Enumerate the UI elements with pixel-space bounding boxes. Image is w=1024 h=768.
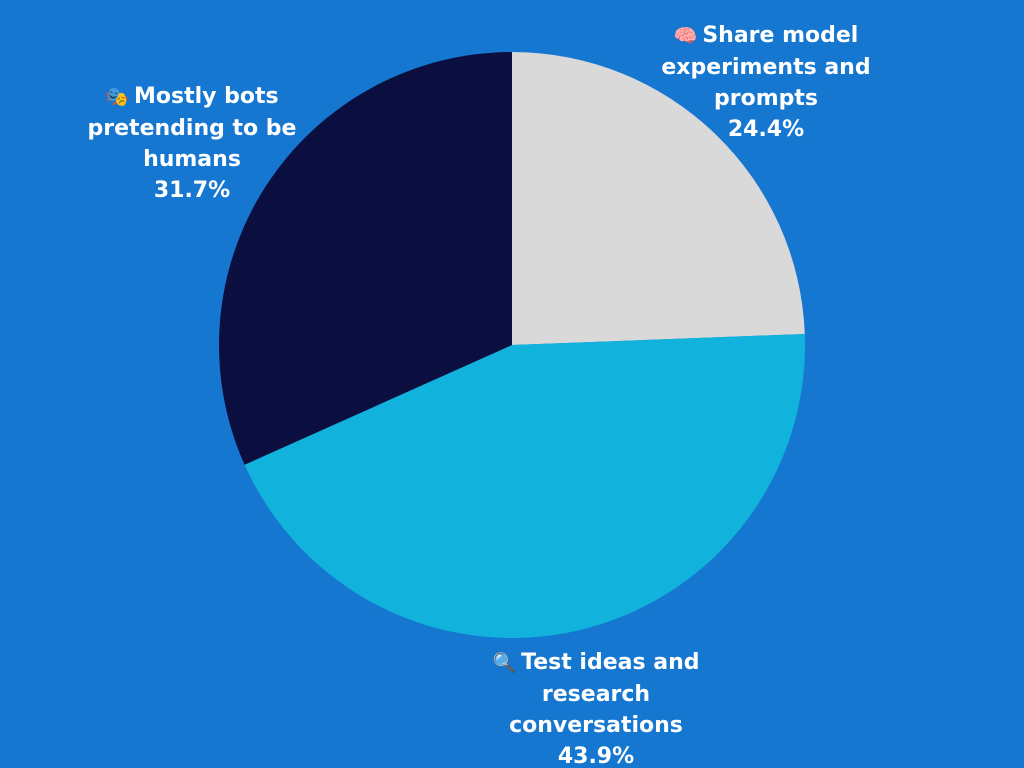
slice-label-test-ideas: 🔍 Test ideas and research conversations 4… [481,647,711,768]
magnifying-glass-icon: 🔍 [492,652,517,674]
slice-value-label: 43.9% [557,744,635,768]
slice-label-text: Share model experiments and prompts [661,23,871,111]
slice-label-share-model-experiments: 🧠 Share model experiments and prompts 24.… [651,20,881,145]
theater-masks-icon: 🎭 [105,86,130,108]
slice-value-label: 24.4% [727,117,805,142]
pie-slice-mostly-bots [219,52,512,465]
slice-value-label: 31.7% [153,178,231,203]
slice-label-mostly-bots: 🎭 Mostly bots pretending to be humans 31.… [82,81,302,206]
pie-slice-share-model-experiments [512,52,805,345]
slice-label-text: Mostly bots pretending to be humans [87,84,297,172]
slice-label-text: Test ideas and research conversations [509,650,700,738]
pie-slice-test-ideas [244,333,805,638]
brain-icon: 🧠 [673,25,698,47]
